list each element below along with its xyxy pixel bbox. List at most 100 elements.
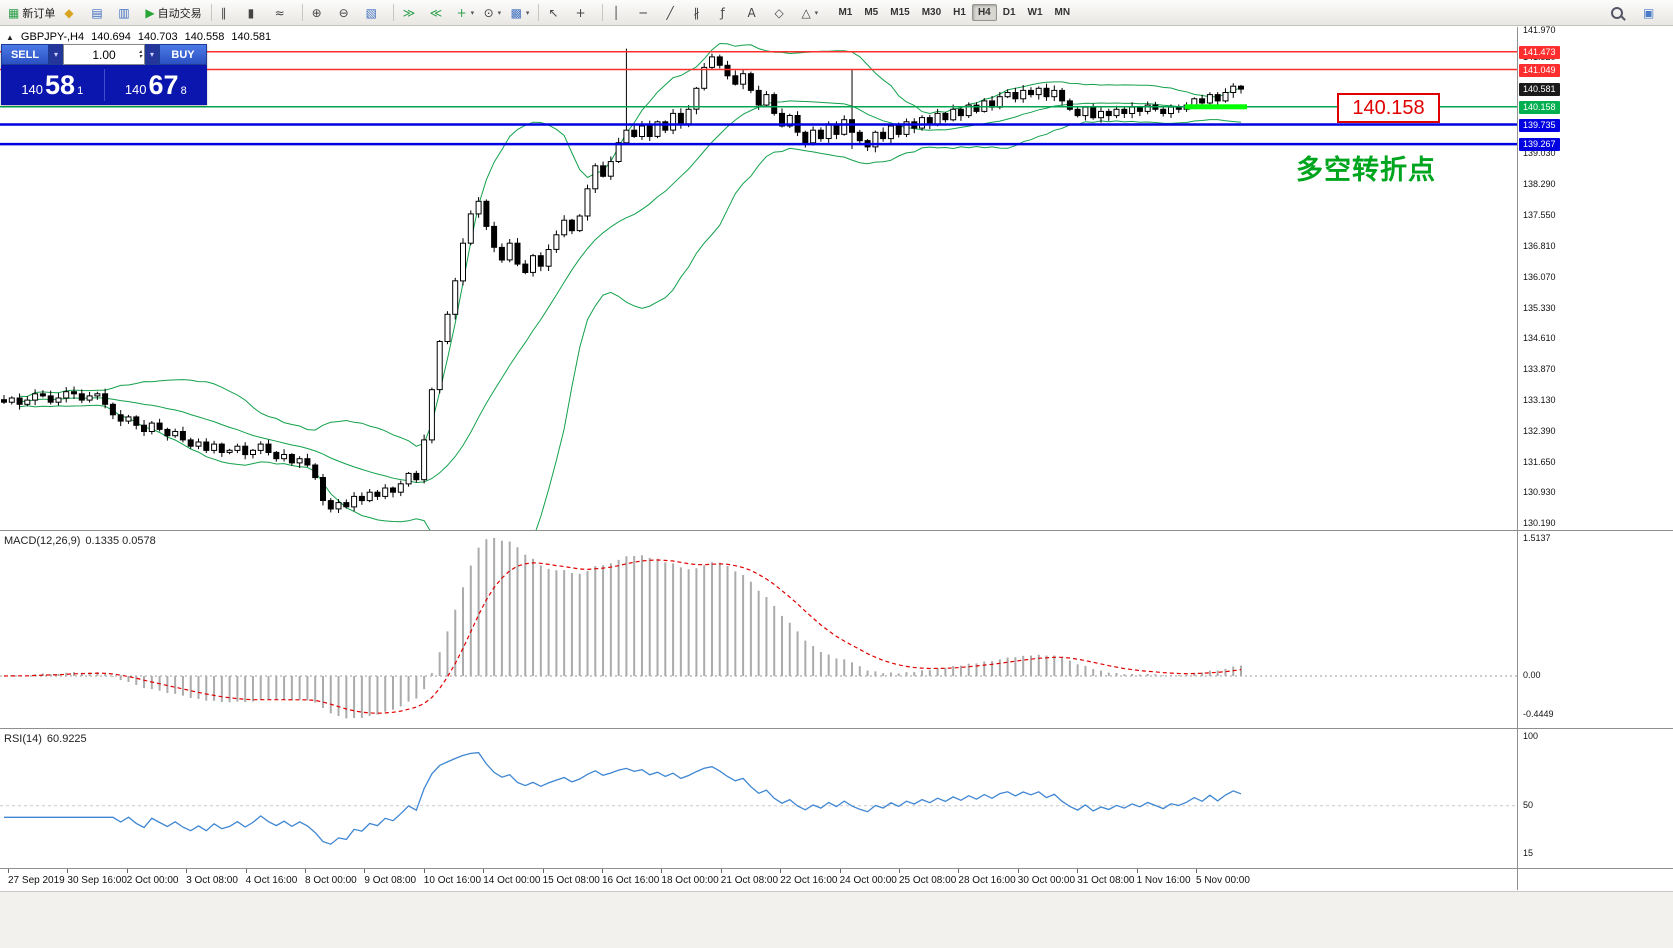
trendline-button[interactable]: ╱	[662, 2, 688, 24]
lot-stepper[interactable]: ▴ ▾	[139, 46, 142, 63]
panel-separator[interactable]	[0, 868, 1673, 869]
horizontal-line-button[interactable]: ─	[635, 2, 661, 24]
window-layout-button[interactable]: ▣	[1639, 2, 1665, 24]
timeframe-m5-button[interactable]: M5	[864, 7, 879, 18]
new-order-icon: ▦	[8, 5, 20, 20]
sell-price[interactable]: 140 58 1	[1, 71, 104, 99]
price-tick-label: 134.610	[1523, 333, 1556, 344]
buy-dropdown-button[interactable]: ▾	[145, 44, 159, 65]
sell-price-pip: 1	[77, 84, 84, 97]
buy-price-prefix: 140	[124, 81, 147, 97]
indicators-button[interactable]: + ▾	[453, 2, 479, 24]
sell-dropdown-button[interactable]: ▾	[49, 44, 63, 65]
price-chart-canvas[interactable]	[0, 28, 1517, 530]
time-tick-label: 14 Oct 00:00	[483, 875, 541, 886]
line-chart-icon: ≈	[274, 5, 285, 20]
time-tick-label: 24 Oct 00:00	[839, 875, 897, 886]
buy-button[interactable]: BUY	[159, 44, 207, 65]
time-tick-label: 30 Sep 16:00	[67, 875, 127, 886]
price-badge: 140.581	[1519, 83, 1560, 97]
text-icon: A	[747, 5, 756, 20]
price-tick-label: 133.130	[1523, 394, 1556, 405]
search-chart-button[interactable]	[1607, 2, 1633, 24]
toolbar-separator	[538, 4, 540, 21]
time-tick	[958, 869, 960, 873]
time-tick	[423, 869, 425, 873]
text-button[interactable]: A	[743, 2, 769, 24]
price-level-label[interactable]: 140.158	[1337, 93, 1440, 123]
zoom-out-button[interactable]: ⊖	[335, 2, 361, 24]
time-tick	[245, 869, 247, 873]
stepper-down-icon[interactable]: ▾	[138, 53, 142, 60]
time-tick-label: 9 Oct 08:00	[364, 875, 417, 886]
sell-button[interactable]: SELL	[1, 44, 49, 65]
templates-button[interactable]: ▩ ▾	[507, 2, 534, 24]
fibonacci-button[interactable]: ƒ	[716, 2, 742, 24]
sell-price-prefix: 140	[21, 81, 44, 97]
rsi-axis-50: 50	[1523, 799, 1534, 810]
new-chart-button[interactable]: ▧	[362, 2, 388, 24]
navigator-button[interactable]: ▥	[114, 2, 140, 24]
buy-price-pip: 8	[180, 84, 187, 97]
new-order-button[interactable]: ▦ 新订单	[4, 2, 59, 24]
stepper-up-icon[interactable]: ▴	[138, 48, 142, 55]
data-window-button[interactable]: ▤	[87, 2, 113, 24]
lot-size-input[interactable]: 1.00 ▴ ▾	[63, 44, 145, 65]
timeframe-mn-button[interactable]: MN	[1054, 7, 1071, 18]
timeframe-d1-button[interactable]: D1	[1002, 7, 1016, 18]
price-tick-label: 136.810	[1523, 240, 1556, 251]
cursor-button[interactable]: ↖	[544, 2, 570, 24]
time-tick	[67, 869, 69, 873]
market-watch-button[interactable]: ◆	[60, 2, 86, 24]
autoscroll-button[interactable]: ≫	[399, 2, 425, 24]
timeframe-m1-button[interactable]: M1	[838, 7, 853, 18]
chart-shift-button[interactable]: ≪	[426, 2, 452, 24]
lot-value: 1.00	[92, 47, 116, 62]
line-chart-button[interactable]: ≈	[271, 2, 297, 24]
autoscroll-icon: ≫	[402, 5, 416, 20]
toolbar-separator	[392, 4, 394, 21]
periods-button[interactable]: ⊙ ▾	[480, 2, 506, 24]
shapes-dropdown-button[interactable]: △ ▾	[797, 2, 823, 24]
rsi-axis-100: 100	[1523, 731, 1539, 741]
crosshair-button[interactable]: +	[571, 2, 597, 24]
price-tick-label: 137.550	[1523, 209, 1556, 220]
price-badge: 141.049	[1519, 63, 1560, 77]
macd-panel-canvas[interactable]	[0, 532, 1517, 728]
time-tick	[899, 869, 900, 873]
price-tick-label: 133.870	[1523, 363, 1556, 374]
toolbar-separator	[301, 4, 303, 21]
fibonacci-icon: ƒ	[720, 5, 725, 20]
window-layout-icon: ▣	[1643, 5, 1655, 20]
timeframe-m15-button[interactable]: M15	[890, 7, 910, 18]
panel-separator[interactable]	[0, 530, 1673, 531]
panel-separator[interactable]	[0, 728, 1673, 729]
level-lines[interactable]	[0, 51, 1517, 146]
timeframe-h1-button[interactable]: H1	[953, 7, 966, 18]
vertical-line-button[interactable]: │	[608, 2, 634, 24]
time-tick-label: 2 Oct 00:00	[126, 875, 179, 886]
price-tick-label: 130.930	[1523, 487, 1556, 498]
time-axis[interactable]: 27 Sep 2019 30 Sep 16:00 2 Oct 00:00 3 Oct …	[0, 869, 1517, 890]
autotrading-icon: ▶	[145, 5, 155, 20]
rsi-panel-canvas[interactable]	[0, 730, 1517, 868]
time-tick-label: 16 Oct 16:00	[602, 875, 660, 886]
highlight-segment[interactable]	[1185, 104, 1247, 110]
timeframe-m30-button[interactable]: M30	[921, 7, 942, 18]
equidistant-channel-button[interactable]: ∦	[689, 2, 715, 24]
bar-chart-button[interactable]: ∥	[217, 2, 243, 24]
buy-price[interactable]: 140 67 8	[105, 71, 208, 99]
zoom-out-icon: ⊖	[338, 5, 349, 20]
autotrading-button[interactable]: ▶ 自动交易	[141, 2, 205, 24]
time-tick	[1196, 869, 1197, 873]
chart-expand-icon[interactable]: ▲	[6, 32, 14, 42]
time-tick-label: 5 Nov 00:00	[1196, 875, 1250, 886]
timeframe-h4-button[interactable]: H4	[971, 4, 997, 21]
candlestick-chart-button[interactable]: ▮	[244, 2, 270, 24]
time-tick	[602, 869, 603, 873]
zoom-in-button[interactable]: ⊕	[308, 2, 334, 24]
arrow-label-button[interactable]: ◇	[770, 2, 796, 24]
timeframe-w1-button[interactable]: W1	[1027, 7, 1043, 18]
price-axis[interactable]: 141.970141.320139.030138.290137.550136.8…	[1517, 25, 1673, 890]
time-tick	[1077, 869, 1079, 873]
